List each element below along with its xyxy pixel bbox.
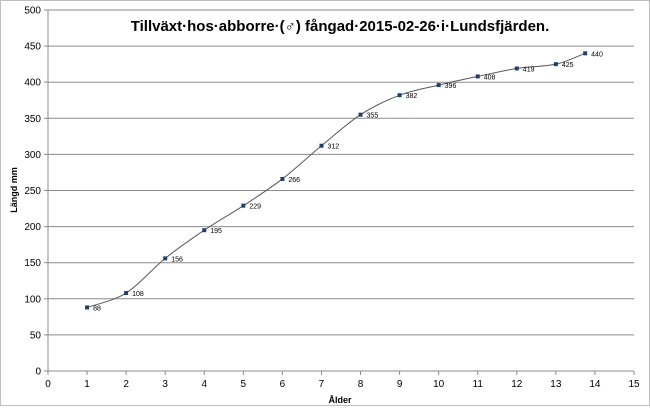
x-tick-label-13: 13: [550, 379, 562, 390]
x-tick-label-5: 5: [241, 379, 247, 390]
y-tick-label-2: 100: [24, 294, 41, 305]
data-label-6: 312: [327, 144, 339, 151]
data-label-0: 88: [93, 305, 101, 312]
x-tick-label-2: 2: [123, 379, 129, 390]
x-tick-label-0: 0: [45, 379, 51, 390]
grid: [48, 9, 634, 336]
data-point-1: [124, 291, 129, 296]
data-label-10: 408: [484, 74, 496, 81]
y-tick-label-1: 50: [30, 330, 42, 341]
data-label-8: 382: [406, 93, 418, 100]
data-point-9: [436, 83, 441, 88]
data-point-13: [583, 51, 588, 56]
data-label-7: 355: [367, 113, 379, 120]
y-tick-label-5: 250: [24, 186, 41, 197]
data-point-2: [163, 256, 168, 261]
data-label-11: 419: [523, 66, 535, 73]
data-point-11: [514, 66, 519, 71]
x-tick-label-14: 14: [589, 379, 601, 390]
data-point-5: [280, 176, 285, 181]
x-tick-label-8: 8: [358, 379, 364, 390]
x-tick-label-3: 3: [162, 379, 168, 390]
y-tick-label-8: 400: [24, 78, 41, 89]
x-tick-label-15: 15: [628, 379, 640, 390]
data-point-12: [553, 62, 558, 67]
data-label-13: 440: [591, 51, 603, 58]
data-point-10: [475, 74, 480, 79]
y-tick-label-10: 500: [24, 6, 41, 17]
series-line-0: [86, 52, 586, 308]
data-point-3: [202, 228, 207, 233]
y-tick-label-9: 450: [24, 42, 41, 53]
y-tick-label-0: 0: [35, 367, 41, 378]
x-tick-label-9: 9: [397, 379, 403, 390]
data-label-5: 266: [288, 177, 300, 184]
x-axis-label: Ålder: [328, 395, 352, 405]
x-tick-label-1: 1: [84, 379, 90, 390]
x-tick-label-7: 7: [319, 379, 325, 390]
y-tick-label-7: 350: [24, 114, 41, 125]
data-point-0: [85, 305, 90, 310]
data-label-9: 396: [445, 83, 457, 90]
x-tick-label-11: 11: [473, 379, 484, 390]
data-point-8: [397, 93, 402, 98]
x-tick-label-12: 12: [511, 379, 523, 390]
series: 88 108 156 195 229 266 312 355 382 396 408 419 425 44…: [85, 51, 603, 312]
data-label-2: 156: [171, 256, 183, 263]
data-point-6: [319, 143, 324, 148]
y-tick-label-3: 150: [24, 258, 41, 269]
x-tick-label-6: 6: [280, 379, 286, 390]
data-label-3: 195: [210, 228, 222, 235]
data-label-1: 108: [132, 291, 144, 298]
chart-title: Tillväxt·hos·abborre·(♂) fångad·2015-02-…: [131, 18, 550, 35]
y-tick-label-4: 200: [24, 222, 41, 233]
data-point-7: [358, 112, 363, 117]
data-point-4: [241, 203, 246, 208]
y-tick-label-6: 300: [24, 150, 41, 161]
x-tick-label-10: 10: [433, 379, 445, 390]
data-label-12: 425: [562, 62, 574, 69]
data-label-4: 229: [249, 204, 261, 211]
x-tick-label-4: 4: [201, 379, 207, 390]
y-axis-label: Längd mm: [9, 167, 19, 213]
